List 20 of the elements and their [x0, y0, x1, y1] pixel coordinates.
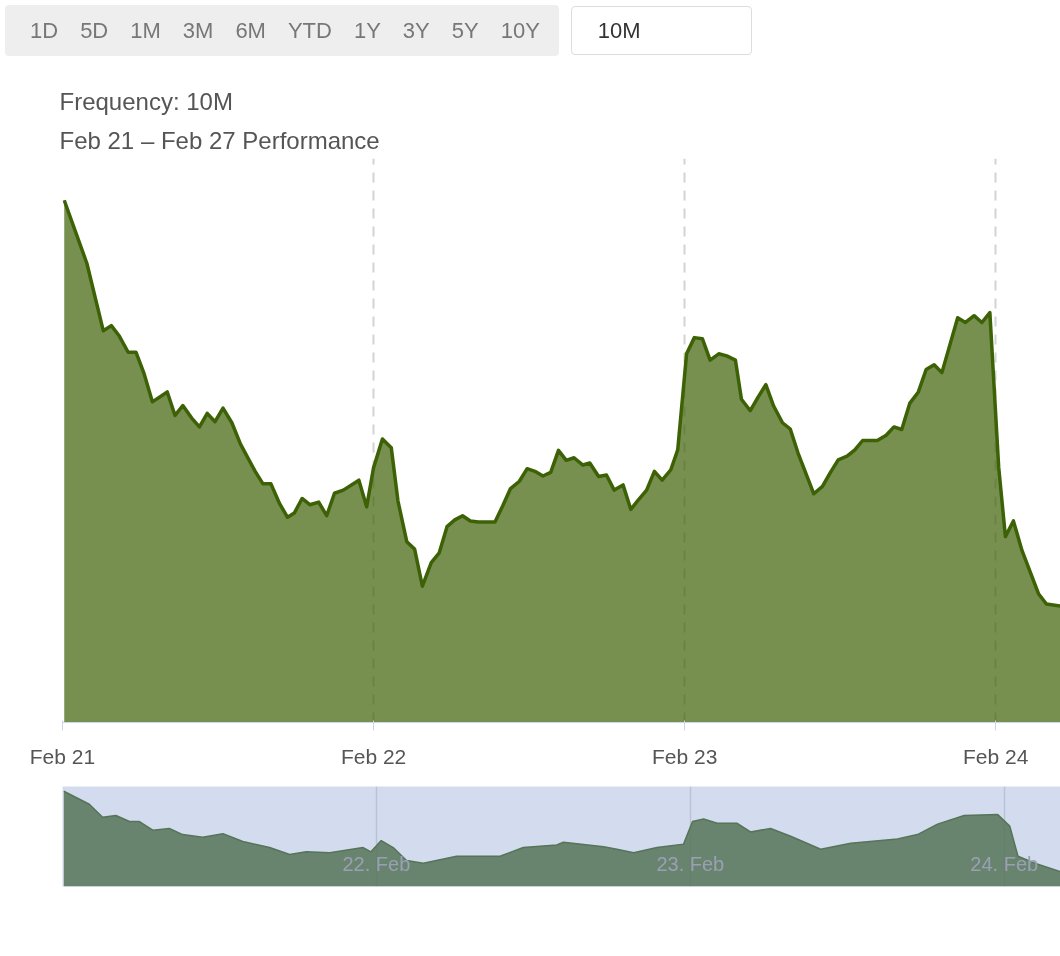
text: 1Y: [352, 17, 382, 45]
x-tick-label: 23. Feb: [656, 852, 725, 875]
text: 1D: [29, 17, 60, 45]
x-tick-label: 24. Feb: [970, 852, 1039, 875]
text: 10M: [570, 6, 752, 56]
x-tick-label: Feb 24: [963, 744, 1029, 768]
chart-title: Frequency: 10M: [59, 87, 233, 115]
x-tick-label: Feb 22: [340, 744, 407, 768]
text: 6M: [234, 17, 267, 45]
text: 10Y: [499, 17, 541, 45]
x-tick-label: 22. Feb: [342, 852, 411, 875]
text: 5Y: [450, 17, 480, 45]
chart-subtitle: Feb 21 – Feb 27 Performance: [59, 126, 380, 154]
text: 1M: [129, 17, 162, 45]
x-tick-label: Feb 23: [651, 744, 718, 768]
text: YTD: [286, 17, 333, 45]
text: 3Y: [401, 17, 431, 45]
text: 3M: [181, 17, 215, 45]
text: 5D: [79, 17, 110, 45]
x-tick-label: Feb 21: [29, 744, 96, 768]
